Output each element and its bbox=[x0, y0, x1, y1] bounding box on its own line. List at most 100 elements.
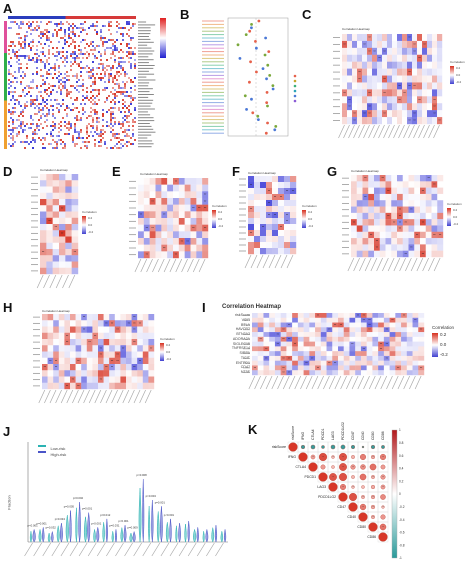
heatmap-cell bbox=[10, 145, 12, 147]
heatmap-cell bbox=[132, 23, 134, 25]
row-label-mark bbox=[31, 270, 38, 272]
heatmap-cell bbox=[124, 131, 126, 133]
heatmap-cell bbox=[40, 111, 42, 113]
heatmap-cell bbox=[98, 73, 100, 75]
heatmap-cell bbox=[40, 255, 47, 262]
heatmap-cell bbox=[134, 47, 136, 49]
heatmap-cell bbox=[64, 117, 66, 119]
heatmap-cell bbox=[128, 137, 130, 139]
heatmap-cell bbox=[12, 141, 14, 143]
heatmap-cell bbox=[70, 99, 72, 101]
heatmap-cell bbox=[102, 131, 104, 133]
heatmap-cell bbox=[66, 83, 68, 85]
column-label-mark bbox=[338, 124, 345, 139]
heatmap-cell bbox=[114, 95, 116, 97]
heatmap-cell bbox=[38, 141, 40, 143]
heatmap-cell bbox=[102, 127, 104, 129]
heatmap-cell bbox=[82, 25, 84, 27]
heatmap-cell bbox=[22, 91, 24, 93]
heatmap-cell bbox=[42, 49, 44, 51]
heatmap-cell bbox=[126, 57, 128, 59]
heatmap-cell bbox=[66, 23, 68, 25]
heatmap-cell bbox=[173, 231, 180, 239]
heatmap-cell bbox=[112, 33, 114, 35]
heatmap-cell bbox=[377, 75, 383, 83]
heatmap-cell bbox=[106, 121, 108, 123]
heatmap-cell bbox=[48, 139, 50, 141]
heatmap-cell bbox=[10, 103, 12, 105]
heatmap-cell bbox=[84, 99, 86, 101]
heatmap-cell bbox=[80, 101, 82, 103]
row-label-mark bbox=[202, 125, 224, 127]
heatmap-cell bbox=[104, 107, 106, 109]
heatmap-cell bbox=[48, 95, 50, 97]
panel-a-side-bar bbox=[4, 21, 7, 149]
heatmap-cell bbox=[124, 73, 126, 75]
heatmap-cell bbox=[24, 49, 26, 51]
heatmap-cell bbox=[12, 115, 14, 117]
heatmap-cell bbox=[8, 49, 10, 51]
heatmap-cell bbox=[74, 85, 76, 87]
column-label-mark bbox=[368, 124, 375, 139]
heatmap-cell bbox=[128, 63, 130, 65]
heatmap-cell bbox=[120, 41, 122, 43]
heatmap-cell bbox=[90, 87, 92, 89]
heatmap-cell bbox=[58, 97, 60, 99]
heatmap-cell bbox=[108, 69, 110, 71]
heatmap-cell bbox=[134, 61, 136, 63]
heatmap-cell bbox=[56, 79, 58, 81]
heatmap-cell bbox=[130, 51, 132, 53]
heatmap-cell bbox=[52, 217, 60, 225]
heatmap-cell bbox=[44, 81, 46, 83]
heatmap-cell bbox=[126, 69, 128, 71]
heatmap-cell bbox=[36, 25, 38, 27]
heatmap-cell bbox=[98, 119, 100, 121]
heatmap-cell bbox=[60, 135, 62, 137]
heatmap-cell bbox=[78, 141, 80, 143]
heatmap-cell bbox=[64, 41, 66, 43]
heatmap-cell bbox=[26, 41, 28, 43]
heatmap-cell bbox=[36, 79, 38, 81]
data-point bbox=[264, 131, 268, 135]
heatmap-cell bbox=[68, 35, 70, 37]
heatmap-cell bbox=[138, 184, 145, 192]
heatmap-cell bbox=[108, 51, 110, 53]
heatmap-cell bbox=[18, 31, 20, 33]
heatmap-cell bbox=[96, 45, 98, 47]
heatmap-cell bbox=[22, 95, 24, 97]
heatmap-cell bbox=[134, 75, 136, 77]
heatmap-cell bbox=[28, 125, 30, 127]
heatmap-cell bbox=[22, 125, 24, 127]
heatmap-cell bbox=[104, 27, 106, 29]
heatmap-cell bbox=[14, 71, 16, 73]
heatmap-cell bbox=[70, 93, 72, 95]
heatmap-cell bbox=[114, 55, 116, 57]
heatmap-cell bbox=[94, 87, 96, 89]
heatmap-cell bbox=[124, 137, 126, 139]
significance-mark: ** bbox=[418, 98, 421, 102]
heatmap-cell bbox=[173, 244, 180, 252]
heatmap-cell bbox=[44, 145, 46, 147]
heatmap-cell bbox=[60, 27, 62, 29]
heatmap-cell bbox=[38, 91, 40, 93]
heatmap-cell bbox=[130, 139, 132, 141]
heatmap-cell bbox=[260, 182, 267, 189]
row-label-mark bbox=[202, 112, 224, 114]
heatmap-cell bbox=[407, 96, 413, 104]
heatmap-cell bbox=[149, 231, 156, 239]
heatmap-cell bbox=[124, 93, 126, 95]
heatmap-cell bbox=[40, 267, 47, 275]
heatmap-cell bbox=[18, 25, 20, 27]
heatmap-cell bbox=[82, 101, 84, 103]
heatmap-cell bbox=[78, 117, 80, 119]
heatmap-cell bbox=[38, 79, 40, 81]
heatmap-cell bbox=[78, 41, 80, 43]
heatmap-cell bbox=[8, 37, 10, 39]
heatmap-cell bbox=[112, 47, 114, 49]
heatmap-cell bbox=[62, 139, 64, 141]
heatmap-cell bbox=[134, 87, 136, 89]
heatmap-cell bbox=[98, 55, 100, 57]
heatmap-cell bbox=[56, 87, 58, 89]
heatmap-cell bbox=[92, 133, 94, 135]
heatmap-cell bbox=[382, 89, 388, 97]
